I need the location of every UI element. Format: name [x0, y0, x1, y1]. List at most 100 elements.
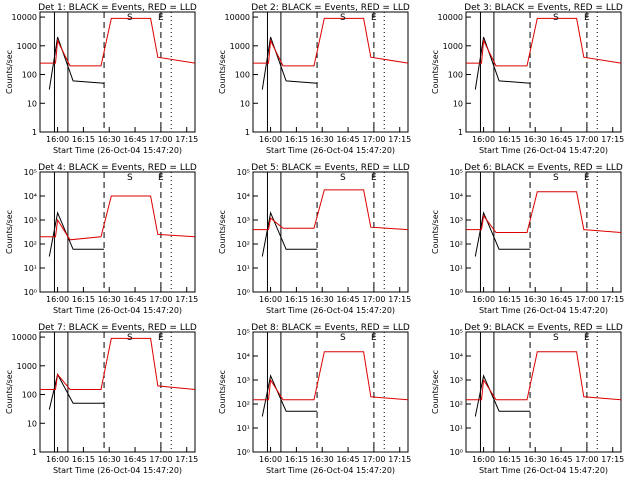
y-tick-label: 10⁰: [237, 448, 250, 457]
series-events: [262, 37, 380, 90]
panel-det-3: 1 10 100 1000 10000 16:00 16:15 16:30 16:45 17:00…: [431, 3, 624, 155]
y-tick-label: 10⁴: [237, 192, 250, 201]
x-tick-label: 16:30: [311, 295, 334, 304]
x-axis-label: Start Time (26-Oct-04 15:47:20): [266, 146, 395, 155]
y-tick-label: 10⁵: [450, 168, 463, 177]
y-axis-label: Counts/sec: [431, 370, 440, 414]
series-events: [262, 213, 380, 257]
series-lld: [253, 189, 409, 231]
series-events: [475, 37, 593, 90]
x-tick-label: 16:45: [337, 295, 360, 304]
x-tick-label: 16:30: [524, 135, 547, 144]
x-tick-label: 16:00: [46, 135, 69, 144]
x-tick-label: 17:15: [388, 135, 411, 144]
panel-det-2: 1 10 100 1000 10000 16:00 16:15 16:30 16:45 17:00…: [218, 3, 411, 155]
y-tick-label: 10⁵: [237, 168, 250, 177]
x-tick-label: 16:45: [550, 295, 573, 304]
marker-e: E: [158, 173, 164, 183]
marker-s: S: [340, 173, 346, 183]
y-tick-label: 10000: [438, 13, 463, 22]
y-tick-label: 10²: [450, 240, 463, 249]
y-axis-label: Counts/sec: [218, 210, 227, 254]
x-tick-label: 17:00: [575, 135, 598, 144]
plot-frame: [252, 171, 409, 293]
y-tick-label: 10²: [24, 240, 37, 249]
marker-s: S: [127, 173, 133, 183]
x-tick-label: 17:00: [149, 135, 172, 144]
x-axis-label: Start Time (26-Oct-04 15:47:20): [53, 466, 182, 475]
y-tick-label: 10⁰: [450, 448, 463, 457]
y-tick-label: 100: [22, 71, 37, 80]
panel-title: Det 7: BLACK = Events, RED = LLD: [38, 323, 197, 333]
y-tick-label: 1000: [443, 42, 463, 51]
panel-det-7: 1 10 100 1000 10000 16:00 16:15 16:30 16:45 17:00…: [5, 323, 198, 475]
y-tick-label: 1: [32, 448, 37, 457]
x-tick-label: 17:15: [388, 455, 411, 464]
x-axis-label: Start Time (26-Oct-04 15:47:20): [479, 466, 608, 475]
x-tick-label: 16:30: [98, 135, 121, 144]
x-tick-label: 17:00: [362, 295, 385, 304]
plot-frame: [39, 171, 196, 293]
x-tick-label: 16:00: [472, 455, 495, 464]
x-axis-label: Start Time (26-Oct-04 15:47:20): [53, 306, 182, 315]
x-tick-label: 16:45: [124, 135, 147, 144]
x-tick-label: 17:15: [175, 295, 198, 304]
y-axis-label: Counts/sec: [218, 370, 227, 414]
x-tick-label: 17:00: [362, 455, 385, 464]
y-tick-label: 10⁴: [24, 192, 37, 201]
y-tick-label: 10³: [237, 216, 250, 225]
y-tick-label: 10: [27, 419, 37, 428]
x-tick-label: 16:45: [550, 455, 573, 464]
y-tick-label: 10: [240, 99, 250, 108]
x-tick-label: 16:30: [524, 295, 547, 304]
y-tick-label: 10³: [237, 376, 250, 385]
panel-title: Det 6: BLACK = Events, RED = LLD: [464, 163, 623, 173]
x-tick-label: 16:00: [472, 295, 495, 304]
series-events: [262, 376, 380, 417]
y-tick-label: 10¹: [24, 264, 37, 273]
x-tick-label: 16:00: [259, 455, 282, 464]
x-tick-label: 16:00: [46, 295, 69, 304]
y-tick-label: 10⁴: [450, 192, 463, 201]
x-tick-label: 16:15: [285, 455, 308, 464]
y-tick-label: 10³: [450, 376, 463, 385]
marker-s: S: [340, 333, 346, 343]
x-tick-label: 17:00: [149, 455, 172, 464]
panel-title: Det 4: BLACK = Events, RED = LLD: [38, 163, 197, 173]
x-tick-label: 17:00: [362, 135, 385, 144]
y-tick-label: 10²: [237, 400, 250, 409]
panel-det-1: 1 10 100 1000 10000 16:00 16:15 16:30 16:45 17:00…: [5, 3, 198, 155]
marker-e: E: [371, 173, 377, 183]
x-tick-label: 16:00: [259, 295, 282, 304]
y-tick-label: 10000: [12, 333, 37, 342]
x-axis-label: Start Time (26-Oct-04 15:47:20): [479, 146, 608, 155]
x-tick-label: 16:45: [124, 455, 147, 464]
x-tick-label: 17:00: [575, 455, 598, 464]
y-tick-label: 10⁵: [450, 328, 463, 337]
marker-e: E: [158, 333, 164, 343]
y-tick-label: 10⁰: [450, 288, 463, 297]
y-tick-label: 10⁰: [237, 288, 250, 297]
x-tick-label: 16:30: [311, 455, 334, 464]
x-tick-label: 17:15: [601, 135, 624, 144]
marker-s: S: [553, 333, 559, 343]
x-tick-label: 16:30: [524, 455, 547, 464]
plot-frame: [252, 331, 409, 453]
panel-title: Det 5: BLACK = Events, RED = LLD: [251, 163, 410, 173]
y-tick-label: 10¹: [450, 424, 463, 433]
series-lld: [253, 351, 409, 401]
y-tick-label: 10¹: [450, 264, 463, 273]
y-axis-label: Counts/sec: [5, 50, 14, 94]
y-tick-label: 10¹: [237, 424, 250, 433]
marker-e: E: [371, 333, 377, 343]
plot-frame: [465, 171, 622, 293]
y-tick-label: 10⁴: [450, 352, 463, 361]
y-axis-label: Counts/sec: [5, 210, 14, 254]
y-tick-label: 10³: [24, 216, 37, 225]
y-tick-label: 1000: [230, 42, 250, 51]
series-lld: [466, 17, 622, 67]
y-tick-label: 10²: [450, 400, 463, 409]
